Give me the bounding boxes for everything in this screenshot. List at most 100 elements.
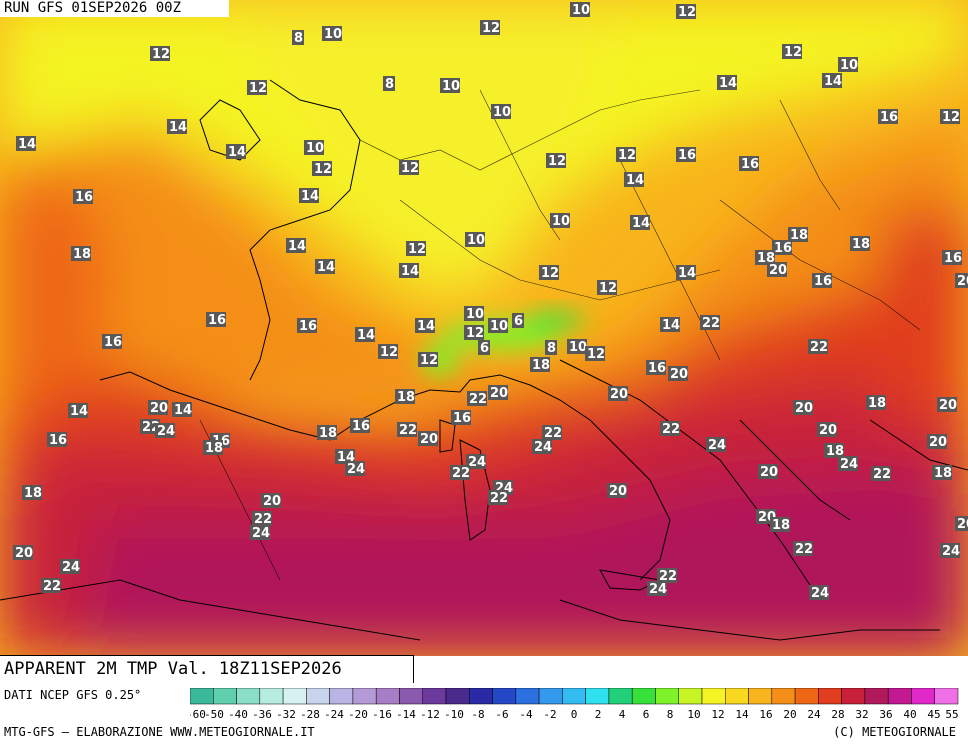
legend-tick-label: -6 — [495, 708, 508, 720]
temperature-label: 20 — [793, 400, 813, 416]
legend-swatch — [399, 687, 423, 705]
temperature-value: 18 — [24, 486, 42, 501]
temperature-value: 18 — [397, 390, 415, 405]
borders — [199, 89, 921, 581]
legend-tick-label: 45 — [927, 708, 940, 720]
temperature-value: 22 — [452, 466, 470, 481]
temperature-value: 20 — [263, 494, 281, 509]
data-source-label: DATI NCEP GFS 0.25° — [4, 688, 142, 702]
legend-swatch — [329, 687, 354, 705]
legend-swatch — [515, 687, 540, 705]
temperature-value: 22 — [662, 422, 680, 437]
temperature-value: 14 — [719, 76, 737, 91]
temperature-label: 18 — [788, 227, 808, 243]
legend-swatch — [352, 687, 377, 705]
temperature-label: 12 — [378, 344, 398, 360]
temperature-value: 12 — [380, 345, 398, 360]
temperature-value: 20 — [769, 263, 787, 278]
temperature-label: 16 — [942, 250, 962, 266]
temperature-label: 24 — [940, 543, 960, 559]
temperature-label: 12 — [539, 265, 559, 281]
temperature-value: 12 — [599, 281, 617, 296]
temperature-value: 14 — [169, 120, 187, 135]
temperature-label: 20 — [418, 431, 438, 447]
temperature-value: 14 — [417, 319, 435, 334]
color-legend: -60-50-40-36-32-28-24-20-16-14-12-10-8-6… — [186, 687, 966, 721]
legend-swatch — [934, 687, 959, 705]
temperature-value: 22 — [873, 467, 891, 482]
legend-swatch — [887, 687, 912, 705]
temperature-label: 18 — [22, 485, 42, 501]
temperature-value: 10 — [572, 3, 590, 18]
legend-tick-label: -14 — [396, 708, 416, 720]
variable-validity-label: APPARENT 2M TMP Val. 18Z11SEP2026 — [0, 655, 414, 683]
temperature-value: 16 — [299, 319, 317, 334]
temperature-label: 22 — [41, 578, 61, 594]
legend-tick-label: 6 — [643, 708, 650, 720]
temperature-value: 14 — [228, 145, 246, 160]
temperature-value: 16 — [49, 433, 67, 448]
temperature-value: 20 — [490, 386, 508, 401]
temperature-label: 22 — [488, 490, 508, 506]
temperature-label: 10 — [322, 26, 342, 42]
temperature-label: 12 — [585, 346, 605, 362]
legend-swatch — [422, 687, 447, 705]
temperature-value: 16 — [648, 361, 666, 376]
temperature-label: 24 — [838, 456, 858, 472]
legend-tick-label: 4 — [619, 708, 626, 720]
temperature-label: 18 — [850, 236, 870, 252]
temperature-value: 24 — [157, 424, 175, 439]
temperature-label: 16 — [47, 432, 67, 448]
temperature-value: 16 — [208, 313, 226, 328]
temperature-value: 18 — [868, 396, 886, 411]
temperature-label: 16 — [646, 360, 666, 376]
temperature-label: 20 — [955, 516, 968, 532]
legend-tick-label: 0 — [571, 708, 578, 720]
temperature-value: 22 — [659, 569, 677, 584]
temperature-label: 10 — [550, 213, 570, 229]
legend-swatch — [794, 687, 819, 705]
temperature-label: 12 — [418, 352, 438, 368]
temperature-label: 14 — [172, 402, 192, 418]
temperature-value: 18 — [934, 466, 952, 481]
temperature-value: 20 — [957, 517, 968, 532]
temperature-value: 12 — [942, 110, 960, 125]
temperature-value: 10 — [552, 214, 570, 229]
legend-tick-label: 28 — [831, 708, 844, 720]
temperature-label: 12 — [616, 147, 636, 163]
temperature-label: 14 — [676, 265, 696, 281]
temperature-label: 16 — [739, 156, 759, 172]
temperature-value: 12 — [784, 45, 802, 60]
temperature-label: 18 — [530, 357, 550, 373]
legend-tick-label: -40 — [228, 708, 248, 720]
legend-tick-label: 55 — [945, 708, 958, 720]
temperature-label: 18 — [203, 440, 223, 456]
temperature-label: 22 — [252, 511, 272, 527]
temperature-label: 24 — [345, 461, 365, 477]
temperature-value: 22 — [469, 392, 487, 407]
legend-swatch — [631, 687, 656, 705]
temperature-label: 20 — [488, 385, 508, 401]
temperature-value: 18 — [826, 444, 844, 459]
temperature-label: 20 — [608, 386, 628, 402]
temperature-value: 10 — [442, 79, 460, 94]
temperature-value: 14 — [301, 189, 319, 204]
temperature-label: 18 — [317, 425, 337, 441]
legend-tick-label: -50 — [204, 708, 224, 720]
temperature-value: 24 — [811, 586, 829, 601]
legend-tick-label: 36 — [879, 708, 892, 720]
temperature-label: 22 — [397, 422, 417, 438]
legend-tick-label: -20 — [348, 708, 368, 720]
temperature-label: 22 — [808, 339, 828, 355]
temperature-label: 20 — [13, 545, 33, 561]
temperature-value: 10 — [490, 319, 508, 334]
temperature-value: 12 — [548, 154, 566, 169]
temperature-label: 14 — [822, 73, 842, 89]
temperature-value: 24 — [468, 455, 486, 470]
temperature-map: 12 8 10 12 10 12 12 8 10 12 10 14 14 10 16 12 14 14 14 10 12… — [0, 0, 968, 656]
legend-swatch — [748, 687, 773, 705]
temperature-value: 12 — [152, 47, 170, 62]
temperature-label: 22 — [793, 541, 813, 557]
